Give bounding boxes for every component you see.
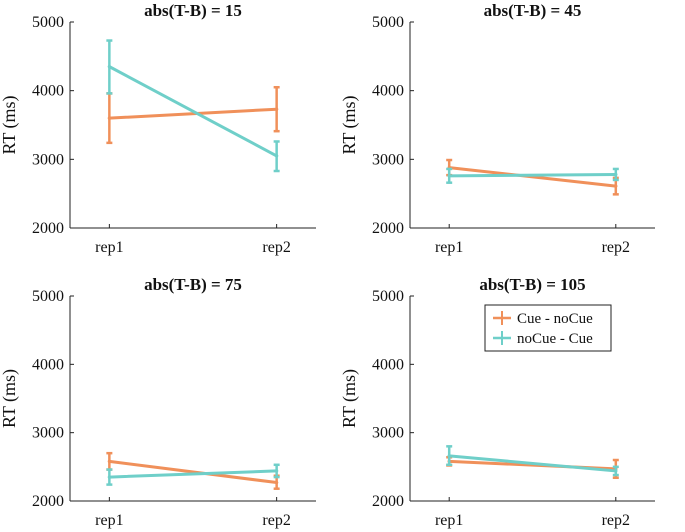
series-nocue-cue [446, 167, 619, 184]
x-tick-label: rep1 [95, 239, 123, 256]
data-point [275, 469, 279, 473]
y-tick-label: 3000 [32, 151, 64, 168]
panel-3: abs(T-B) = 75 2000 3000 4000 5000 rep1 rep2 RT … [0, 275, 316, 529]
y-axis-label: RT (ms) [339, 95, 360, 154]
y-tick-label: 5000 [372, 288, 404, 305]
x-tick-label: rep2 [262, 239, 290, 256]
y-axis-label: RT (ms) [0, 95, 20, 154]
x-tick-label: rep2 [602, 239, 630, 256]
series-cue-nocue [446, 158, 619, 196]
x-tick-label: rep1 [95, 512, 123, 529]
data-point [107, 459, 111, 463]
series-cue-nocue [106, 85, 280, 145]
x-tick-label: rep2 [602, 512, 630, 529]
y-tick-label: 5000 [32, 288, 64, 305]
data-point [107, 475, 111, 479]
data-point [275, 480, 279, 485]
series-line [447, 454, 618, 473]
y-tick-label: 4000 [32, 83, 64, 100]
legend: Cue - noCue noCue - Cue [484, 304, 612, 352]
y-tick-label: 3000 [32, 425, 64, 442]
x-tick-label: rep1 [435, 512, 463, 529]
panel-title: abs(T-B) = 15 [144, 1, 242, 20]
panel-1: abs(T-B) = 15 2000 3000 4000 5000 rep1 rep2 RT … [0, 1, 316, 256]
series-line [107, 65, 279, 158]
legend-box [484, 304, 612, 352]
y-axis-label: RT (ms) [339, 369, 360, 428]
y-tick-label: 4000 [372, 83, 404, 100]
y-tick-label: 4000 [32, 356, 64, 373]
y-tick-label: 3000 [372, 425, 404, 442]
series-line [107, 469, 279, 479]
y-tick-label: 2000 [372, 493, 404, 510]
panel-title: abs(T-B) = 75 [144, 275, 242, 294]
legend-label: Cue - noCue [517, 311, 593, 327]
x-tick-label: rep1 [435, 239, 463, 256]
panel-title: abs(T-B) = 105 [479, 275, 585, 294]
data-point [107, 65, 111, 69]
y-tick-label: 5000 [32, 14, 64, 31]
data-point [275, 154, 279, 158]
series-line [107, 459, 279, 485]
x-tick-label: rep2 [262, 512, 290, 529]
y-tick-label: 2000 [372, 220, 404, 237]
series-line [447, 172, 618, 178]
panel-4: abs(T-B) = 105 2000 3000 4000 5000 rep1 rep2 RT… [339, 275, 655, 529]
data-point [107, 116, 111, 120]
data-point [447, 454, 451, 458]
y-tick-label: 4000 [372, 356, 404, 373]
y-tick-label: 5000 [372, 14, 404, 31]
series-nocue-cue [446, 445, 619, 477]
y-tick-label: 2000 [32, 493, 64, 510]
series-nocue-cue [106, 39, 280, 173]
legend-label: noCue - Cue [517, 331, 593, 347]
panel-title: abs(T-B) = 45 [484, 1, 582, 20]
series-nocue-cue [106, 463, 280, 486]
panel-2: abs(T-B) = 45 2000 3000 4000 5000 rep1 rep2 RT … [339, 1, 655, 256]
data-point [614, 469, 618, 473]
series-line [107, 107, 279, 120]
data-point [614, 172, 618, 177]
series-cue-nocue [106, 451, 280, 490]
y-tick-label: 3000 [372, 151, 404, 168]
data-point [614, 184, 618, 188]
y-axis-label: RT (ms) [0, 369, 20, 428]
data-point [275, 107, 279, 111]
series-line [447, 166, 618, 188]
y-tick-label: 2000 [32, 220, 64, 237]
data-point [447, 174, 451, 178]
